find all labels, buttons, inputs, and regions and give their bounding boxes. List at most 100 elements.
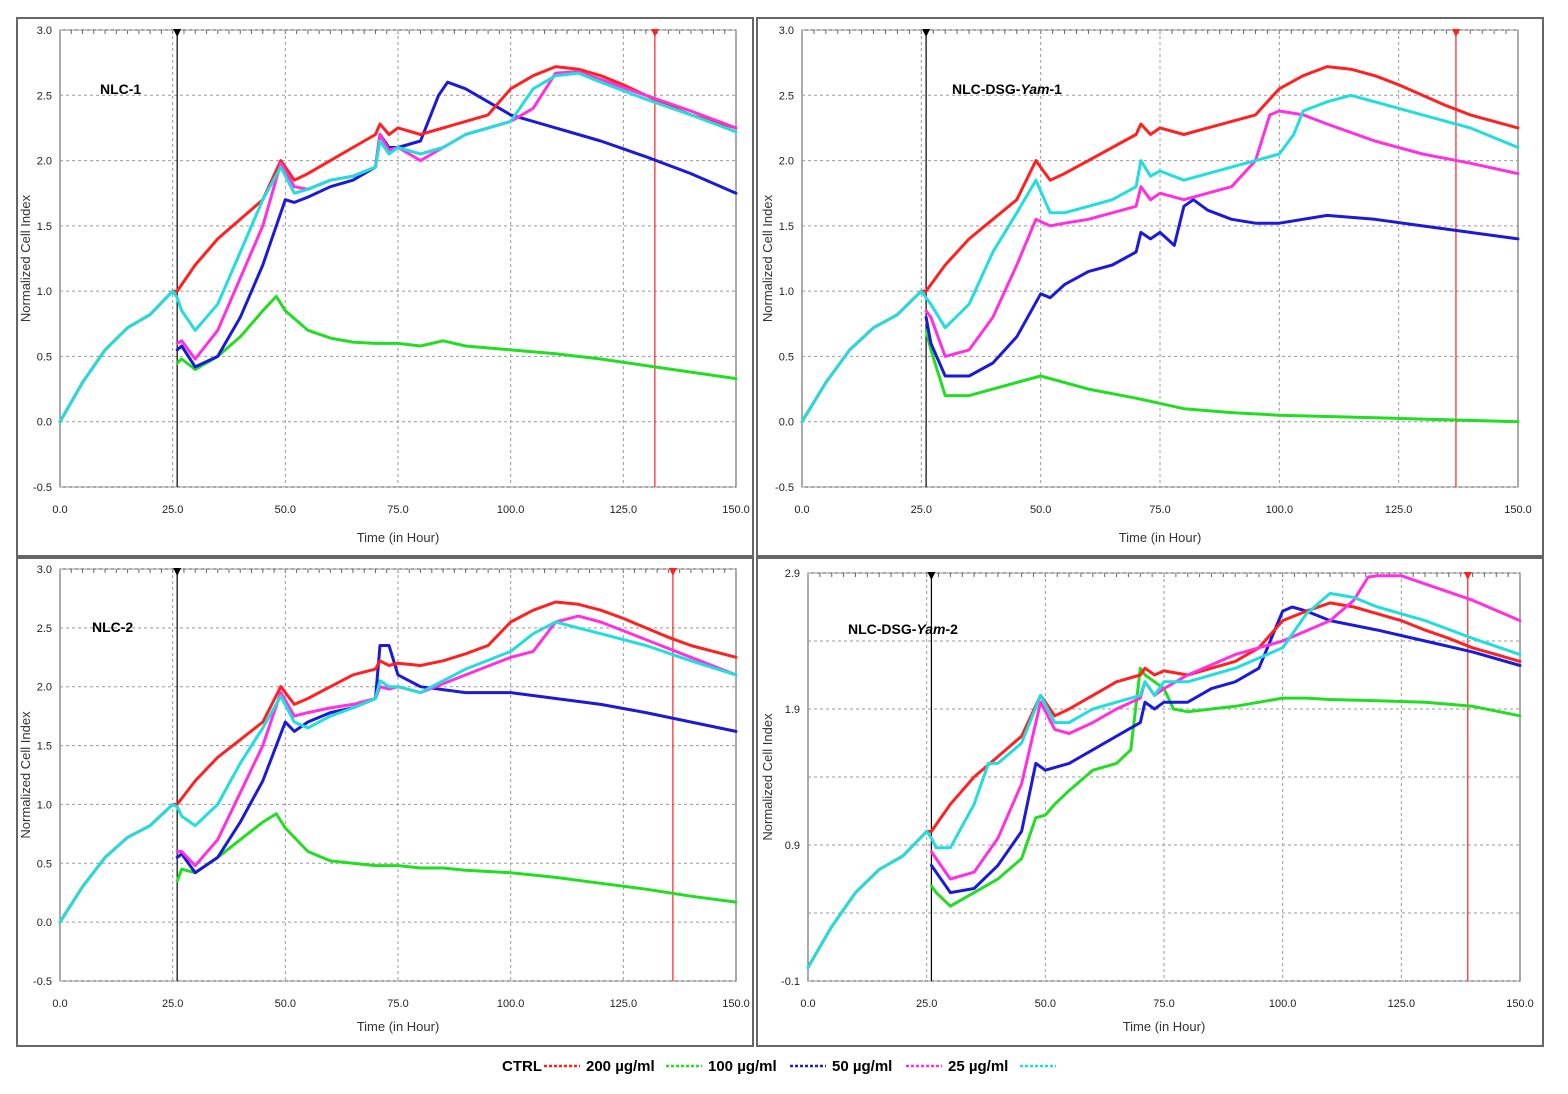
legend-label-100-ug-ml: 100 µg/ml — [708, 1058, 777, 1075]
x-tick-label: 75.0 — [1153, 998, 1174, 1010]
y-tick-label: 2.0 — [37, 156, 52, 168]
y-tick-label: -0.5 — [33, 976, 52, 988]
legend-label-50-ug-ml: 50 µg/ml — [832, 1058, 892, 1075]
end-marker-triangle — [668, 568, 677, 576]
series-line-ctrl — [58, 65, 738, 424]
y-tick-label: 3.0 — [37, 564, 52, 576]
x-tick-label: 50.0 — [275, 504, 296, 516]
y-tick-label: 2.5 — [779, 90, 794, 102]
y-tick-label: 2.0 — [779, 156, 794, 168]
panel-title: NLC-1 — [100, 81, 141, 97]
y-tick-label: 0.0 — [37, 917, 52, 929]
panel-title-part: Yam — [1020, 81, 1049, 97]
series-line-100-ug-ml — [929, 605, 1522, 895]
chart-panel-nlc-2: 0.0 25.0 50.0 75.0 100.0 125.0 150.0-0.50.00.5… — [18, 564, 750, 1034]
panel-title-part: -2 — [946, 621, 959, 637]
y-tick-label: 1.0 — [779, 286, 794, 298]
legend-label-200-ug-ml: 200 µg/ml — [586, 1058, 655, 1075]
y-tick-label: -0.1 — [781, 976, 800, 988]
x-axis-label: Time (in Hour) — [1123, 1019, 1206, 1034]
x-tick-label: 50.0 — [1030, 504, 1051, 516]
series-line-100-ug-ml — [924, 198, 1520, 378]
y-tick-label: 0.0 — [37, 417, 52, 429]
x-tick-label: 125.0 — [610, 998, 638, 1010]
x-tick-label: 25.0 — [911, 504, 932, 516]
x-tick-label: 150.0 — [1506, 998, 1534, 1010]
x-axis-label: Time (in Hour) — [357, 1019, 440, 1034]
y-axis-label: Normalized Cell Index — [18, 194, 33, 322]
y-tick-label: 2.9 — [785, 568, 800, 580]
y-tick-label: -0.5 — [33, 482, 52, 494]
panel-title-part: NLC-DSG- — [952, 81, 1021, 97]
y-axis-label: Normalized Cell Index — [760, 194, 775, 322]
x-tick-label: 100.0 — [1269, 998, 1297, 1010]
series-line-25-ug-ml — [58, 620, 738, 924]
treatment-marker-triangle — [922, 29, 931, 37]
chart-panel-nlc-dsg-yam-2: 0.0 25.0 50.0 75.0 100.0 125.0 150.0 -0.1 0.9 1.9… — [760, 568, 1534, 1034]
legend-label-25-ug-ml: 25 µg/ml — [948, 1058, 1008, 1075]
end-marker-triangle — [1463, 572, 1472, 580]
end-marker-triangle — [1451, 29, 1460, 37]
panel-title-part: -1 — [1050, 81, 1063, 97]
y-axis-label: Normalized Cell Index — [18, 711, 33, 839]
y-tick-label: 1.0 — [37, 799, 52, 811]
y-tick-label: 0.5 — [37, 351, 52, 363]
y-tick-label: 1.5 — [37, 741, 52, 753]
series-line-50-ug-ml — [175, 70, 738, 361]
series-line-ctrl — [806, 601, 1522, 969]
x-tick-label: 50.0 — [1035, 998, 1056, 1010]
treatment-marker-triangle — [173, 29, 182, 37]
panel-title: NLC-2 — [92, 619, 133, 635]
chart-panel-nlc-1: 0.0 25.0 50.0 75.0 100.0 125.0 150.0-0.50.00.5… — [18, 25, 750, 545]
y-tick-label: 1.5 — [779, 221, 794, 233]
x-tick-label: 25.0 — [162, 998, 183, 1010]
y-tick-label: 3.0 — [37, 25, 52, 37]
x-tick-label: 125.0 — [610, 504, 638, 516]
y-tick-label: 0.9 — [785, 840, 800, 852]
chart-panel-nlc-dsg-yam-1: 0.0 25.0 50.0 75.0 100.0 125.0 150.0-0.50.00.5… — [760, 25, 1532, 545]
x-tick-label: 75.0 — [387, 504, 408, 516]
panel-title: NLC-DSG-Yam-2 — [848, 621, 958, 637]
x-tick-label: 25.0 — [916, 998, 937, 1010]
x-tick-label: 0.0 — [800, 998, 815, 1010]
series-line-200-ug-ml — [175, 812, 738, 904]
series-line-ctrl — [800, 65, 1520, 424]
y-tick-label: 1.0 — [37, 286, 52, 298]
x-tick-label: 100.0 — [497, 998, 525, 1010]
x-tick-label: 25.0 — [162, 504, 183, 516]
top-ruler — [59, 569, 737, 573]
x-tick-label: 125.0 — [1385, 504, 1413, 516]
treatment-marker-triangle — [927, 572, 936, 580]
x-tick-label: 0.0 — [794, 504, 809, 516]
x-tick-label: 50.0 — [275, 998, 296, 1010]
x-tick-label: 0.0 — [52, 504, 67, 516]
x-tick-label: 100.0 — [497, 504, 525, 516]
y-tick-label: 0.5 — [779, 351, 794, 363]
panel-title-part: NLC-DSG- — [848, 621, 917, 637]
x-axis-label: Time (in Hour) — [1119, 530, 1202, 545]
y-tick-label: 2.5 — [37, 90, 52, 102]
series-line-25-ug-ml — [800, 93, 1520, 424]
end-marker-triangle — [650, 29, 659, 37]
panel-title-part: Yam — [916, 621, 945, 637]
y-tick-label: 1.9 — [785, 704, 800, 716]
series-line-200-ug-ml — [929, 666, 1522, 908]
series-line-200-ug-ml — [924, 328, 1520, 424]
x-tick-label: 0.0 — [52, 998, 67, 1010]
legend-label-ctrl: CTRL — [502, 1058, 542, 1075]
x-tick-label: 75.0 — [1149, 504, 1170, 516]
y-tick-label: 0.5 — [37, 858, 52, 870]
x-tick-label: 150.0 — [722, 998, 750, 1010]
x-tick-label: 75.0 — [387, 998, 408, 1010]
y-tick-label: 3.0 — [779, 25, 794, 37]
x-tick-label: 100.0 — [1266, 504, 1294, 516]
y-axis-label: Normalized Cell Index — [760, 713, 775, 841]
y-tick-label: 2.5 — [37, 623, 52, 635]
treatment-marker-triangle — [173, 568, 182, 576]
legend: CTRL 200 µg/ml 100 µg/ml 50 µg/ml 25 µg/ml — [502, 1058, 1056, 1075]
series-line-25-ug-ml — [58, 71, 738, 424]
panel-title: NLC-DSG-Yam-1 — [952, 81, 1062, 97]
y-tick-label: 1.5 — [37, 221, 52, 233]
series-line-50-ug-ml — [924, 109, 1520, 358]
